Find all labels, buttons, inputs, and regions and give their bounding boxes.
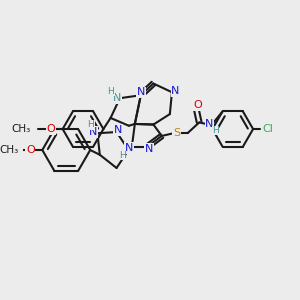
Text: H: H [212,126,219,135]
Text: O: O [26,145,35,155]
Text: N: N [125,143,133,153]
Text: CH₃: CH₃ [0,145,18,155]
Text: N: N [205,119,214,129]
Text: Cl: Cl [262,124,273,134]
Text: H: H [87,120,94,129]
Text: N: N [145,144,153,154]
Text: N: N [114,125,122,135]
Text: O: O [46,124,55,134]
Text: O: O [193,100,202,110]
Text: N: N [89,127,97,137]
Text: H: H [107,86,114,95]
Text: S: S [173,128,180,138]
Text: H: H [119,151,126,160]
Text: CH₃: CH₃ [11,124,30,134]
Text: N: N [171,86,180,96]
Text: N: N [137,87,146,97]
Text: N: N [113,93,121,103]
